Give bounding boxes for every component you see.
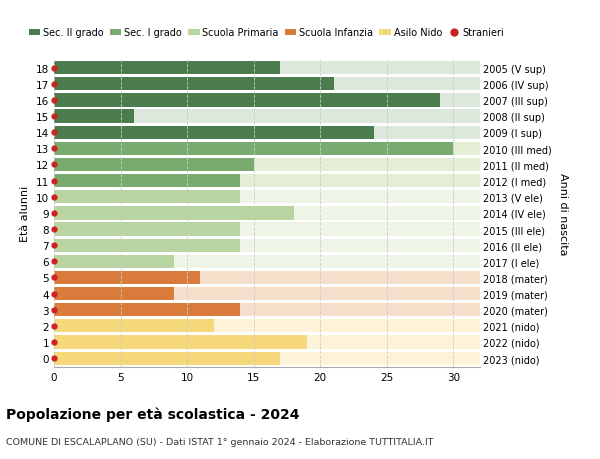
Y-axis label: Anni di nascita: Anni di nascita bbox=[558, 172, 568, 255]
Bar bbox=[54, 303, 241, 317]
Bar bbox=[54, 223, 241, 236]
Bar bbox=[54, 110, 480, 123]
Bar bbox=[54, 336, 307, 349]
Legend: Sec. II grado, Sec. I grado, Scuola Primaria, Scuola Infanzia, Asilo Nido, Stran: Sec. II grado, Sec. I grado, Scuola Prim… bbox=[25, 24, 508, 42]
Bar bbox=[54, 352, 280, 365]
Bar bbox=[54, 271, 480, 285]
Bar bbox=[54, 352, 480, 365]
Y-axis label: Età alunni: Età alunni bbox=[20, 185, 31, 241]
Bar bbox=[54, 158, 480, 172]
Bar bbox=[54, 319, 214, 333]
Bar bbox=[54, 174, 241, 188]
Bar bbox=[54, 78, 334, 91]
Bar bbox=[54, 110, 134, 123]
Bar bbox=[54, 94, 480, 107]
Bar bbox=[54, 158, 254, 172]
Bar bbox=[54, 255, 174, 269]
Bar bbox=[54, 78, 480, 91]
Bar bbox=[54, 94, 440, 107]
Bar bbox=[54, 126, 480, 140]
Bar bbox=[54, 287, 174, 301]
Bar bbox=[54, 62, 280, 75]
Bar bbox=[54, 319, 480, 333]
Text: COMUNE DI ESCALAPLANO (SU) - Dati ISTAT 1° gennaio 2024 - Elaborazione TUTTITALI: COMUNE DI ESCALAPLANO (SU) - Dati ISTAT … bbox=[6, 437, 433, 446]
Text: Popolazione per età scolastica - 2024: Popolazione per età scolastica - 2024 bbox=[6, 406, 299, 421]
Bar bbox=[54, 255, 480, 269]
Bar bbox=[54, 174, 480, 188]
Bar bbox=[54, 303, 480, 317]
Bar bbox=[54, 207, 480, 220]
Bar bbox=[54, 271, 200, 285]
Bar bbox=[54, 62, 480, 75]
Bar bbox=[54, 191, 241, 204]
Bar bbox=[54, 142, 454, 156]
Bar bbox=[54, 223, 480, 236]
Bar bbox=[54, 126, 373, 140]
Bar bbox=[54, 142, 480, 156]
Bar bbox=[54, 239, 241, 252]
Bar bbox=[54, 336, 480, 349]
Bar bbox=[54, 239, 480, 252]
Bar bbox=[54, 287, 480, 301]
Bar bbox=[54, 191, 480, 204]
Bar bbox=[54, 207, 293, 220]
